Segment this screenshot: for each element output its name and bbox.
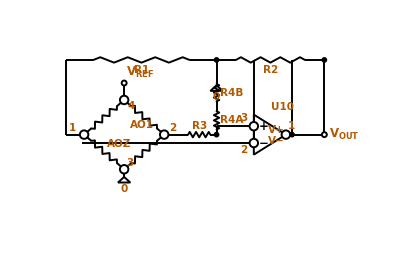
Circle shape (160, 130, 168, 139)
Text: 2: 2 (240, 145, 248, 155)
Text: $\mathregular{V_{REF}}$: $\mathregular{V_{REF}}$ (126, 65, 154, 80)
Circle shape (214, 133, 219, 137)
Text: R2: R2 (263, 64, 278, 75)
Circle shape (322, 58, 326, 62)
Text: 2: 2 (170, 123, 177, 133)
Text: 1: 1 (287, 121, 295, 131)
Text: +: + (258, 120, 268, 133)
Text: V−: V− (268, 136, 285, 146)
Circle shape (322, 132, 327, 137)
Circle shape (120, 96, 128, 104)
Text: 3: 3 (240, 113, 248, 123)
Text: 0: 0 (120, 184, 128, 194)
Text: R4B: R4B (220, 88, 244, 98)
Text: R1: R1 (134, 64, 149, 75)
Text: 4: 4 (127, 101, 135, 111)
Text: AO1: AO1 (130, 120, 154, 130)
Text: V+: V+ (268, 125, 285, 135)
Circle shape (80, 130, 88, 139)
Circle shape (214, 58, 219, 62)
Text: U10: U10 (272, 101, 294, 112)
Text: 1: 1 (68, 123, 76, 133)
Text: 3: 3 (126, 159, 134, 168)
Text: $\mathregular{V_{OUT}}$: $\mathregular{V_{OUT}}$ (329, 127, 360, 142)
Circle shape (282, 130, 290, 139)
Text: 0: 0 (213, 92, 220, 102)
Circle shape (250, 139, 258, 147)
Text: AOZ: AOZ (107, 139, 132, 149)
Circle shape (120, 165, 128, 173)
Text: −: − (258, 137, 268, 150)
Circle shape (290, 133, 294, 137)
Circle shape (250, 122, 258, 130)
Text: R3: R3 (192, 121, 207, 131)
Circle shape (122, 81, 127, 85)
Text: R4A: R4A (220, 115, 244, 125)
